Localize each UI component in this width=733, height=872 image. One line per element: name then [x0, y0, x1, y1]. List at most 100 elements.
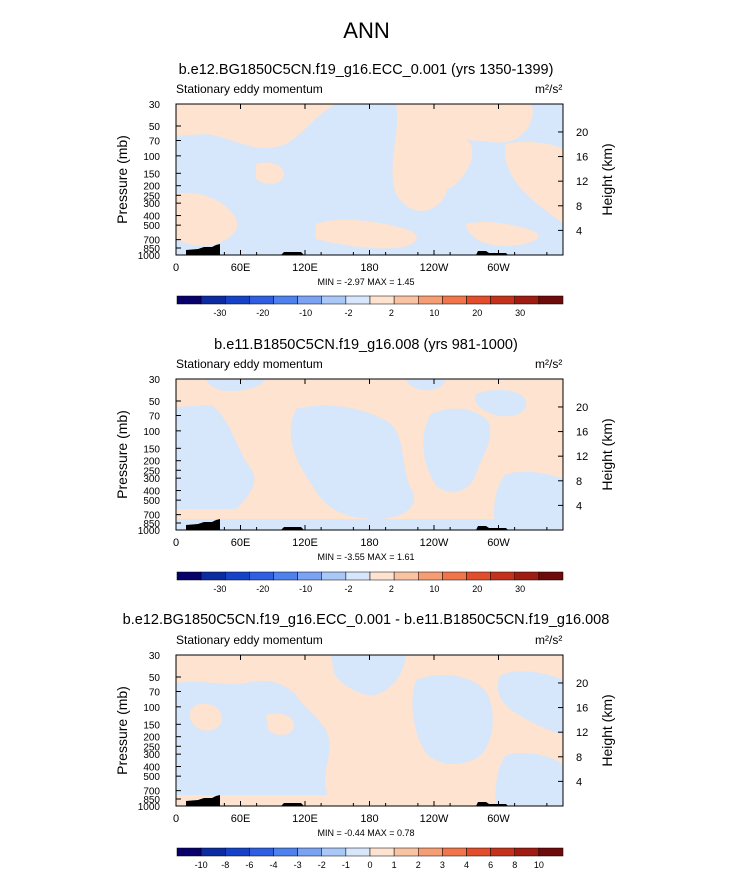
colorbar-swatch — [249, 571, 274, 581]
colorbar-swatch — [466, 295, 491, 305]
contour-region — [266, 713, 295, 735]
colorbar-label: -10 — [299, 308, 312, 318]
y-tick-label: 200 — [143, 733, 160, 744]
y-tick-label: 250 — [143, 742, 160, 753]
contour-region — [176, 405, 255, 509]
colorbar-swatch — [176, 295, 202, 305]
colorbar-label: 3 — [440, 860, 445, 870]
height-axis-label: Height (km) — [599, 418, 615, 490]
y-tick-label: 850 — [143, 519, 160, 530]
y-tick-label: 300 — [143, 199, 160, 210]
colorbar-swatch — [442, 295, 467, 305]
y-axis-label: Pressure (mb) — [114, 410, 130, 499]
x-tick-label: 120W — [420, 537, 449, 549]
contour-region — [500, 168, 511, 179]
x-tick-label: 60W — [487, 813, 510, 825]
contour-region — [251, 104, 301, 125]
x-tick-label: 180 — [360, 813, 378, 825]
height-axis-label: Height (km) — [599, 143, 615, 215]
contour-region — [497, 671, 563, 735]
colorbar-swatch — [297, 847, 322, 857]
colorbar-swatch — [321, 847, 347, 857]
y-tick-label: 100 — [143, 427, 160, 438]
colorbar-label: 8 — [512, 860, 517, 870]
y-tick-label: 250 — [143, 191, 160, 202]
height-tick-label: 12 — [576, 451, 588, 463]
chart-title: b.e11.B1850C5CN.f19_g16.008 (yrs 981-100… — [214, 337, 518, 353]
colorbar-swatch — [418, 847, 443, 857]
colorbar-swatch — [442, 847, 467, 857]
colorbar-label: 2 — [389, 584, 394, 594]
y-tick-label: 70 — [149, 136, 161, 147]
colorbar-label: -1 — [342, 860, 350, 870]
colorbar-swatch — [538, 847, 564, 857]
x-tick-label: 120W — [420, 813, 449, 825]
y-tick-label: 700 — [143, 787, 160, 798]
y-tick-label: 100 — [143, 152, 160, 163]
min-max-stats: MIN = -2.97 MAX = 1.45 — [317, 277, 414, 287]
plot-area — [175, 378, 564, 531]
x-tick-label: 0 — [173, 262, 179, 274]
y-tick-label: 150 — [143, 720, 160, 731]
colorbar-swatch — [490, 295, 515, 305]
colorbar-swatch — [273, 295, 298, 305]
y-tick-label: 300 — [143, 750, 160, 761]
x-tick-label: 60E — [231, 262, 251, 274]
y-tick-label: 400 — [143, 763, 160, 774]
y-tick-label: 30 — [149, 375, 161, 386]
contour-region — [495, 753, 563, 806]
chart-title: b.e12.BG1850C5CN.f19_g16.ECC_0.001 (yrs … — [179, 62, 554, 78]
colorbar-swatch — [273, 571, 298, 581]
y-tick-label: 300 — [143, 474, 160, 485]
colorbar-label: 2 — [416, 860, 421, 870]
colorbar-swatch — [538, 295, 564, 305]
colorbar-label: -30 — [213, 308, 226, 318]
colorbar-label: 20 — [472, 584, 482, 594]
y-axis-label: Pressure (mb) — [114, 686, 130, 775]
y-tick-label: 70 — [149, 687, 161, 698]
colorbar-label: 4 — [464, 860, 469, 870]
terrain — [186, 795, 220, 806]
terrain — [281, 252, 304, 255]
colorbar-label: 10 — [429, 584, 439, 594]
y-tick-label: 850 — [143, 795, 160, 806]
contour-region — [290, 405, 415, 519]
contour-region — [206, 379, 266, 391]
colorbar-swatch — [225, 571, 250, 581]
height-tick-label: 12 — [576, 727, 588, 739]
colorbar-label: 10 — [534, 860, 544, 870]
contour-region — [189, 703, 222, 731]
colorbar-label: 2 — [389, 308, 394, 318]
colorbar-label: 6 — [488, 860, 493, 870]
colorbar-swatch — [176, 847, 202, 857]
chart-units: m²/s² — [535, 357, 562, 371]
y-tick-label: 150 — [143, 444, 160, 455]
colorbar-label: 10 — [429, 308, 439, 318]
colorbar-swatch — [200, 847, 226, 857]
colorbar-label: -2 — [345, 584, 353, 594]
colorbar-swatch — [297, 571, 322, 581]
y-tick-label: 250 — [143, 466, 160, 477]
contour-field — [176, 104, 563, 255]
terrain — [281, 803, 304, 806]
x-tick-label: 60W — [487, 537, 510, 549]
contour-field — [176, 655, 563, 806]
terrain — [281, 527, 304, 530]
x-tick-label: 180 — [360, 537, 378, 549]
contour-region — [494, 471, 563, 530]
x-tick-label: 120E — [292, 262, 318, 274]
contour-region — [505, 141, 563, 224]
colorbar-swatch — [345, 295, 371, 305]
height-tick-label: 16 — [576, 427, 588, 439]
colorbar-swatch — [176, 571, 202, 581]
y-tick-label: 400 — [143, 212, 160, 223]
colorbar-label: -2 — [318, 860, 326, 870]
colorbar-label: -2 — [345, 308, 353, 318]
y-axis-label: Pressure (mb) — [114, 135, 130, 224]
height-tick-label: 8 — [576, 476, 582, 488]
colorbar-swatch — [249, 847, 274, 857]
y-tick-label: 100 — [143, 703, 160, 714]
colorbar-swatch — [321, 295, 347, 305]
chart-panel-2: b.e11.B1850C5CN.f19_g16.008 (yrs 981-100… — [114, 337, 615, 594]
page-title: ANN — [343, 18, 390, 43]
